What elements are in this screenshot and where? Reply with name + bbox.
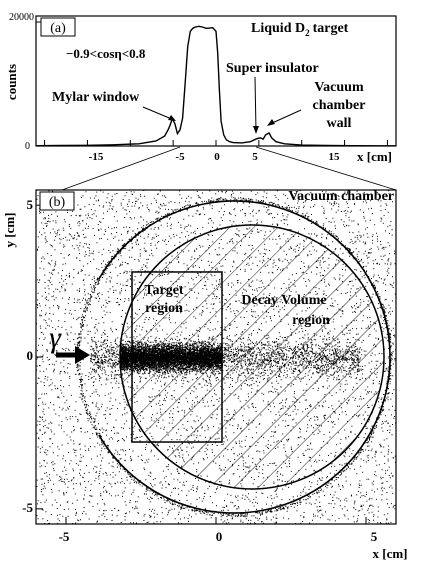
target-region-box (131, 271, 223, 443)
super-insulator-arrow (254, 76, 257, 132)
vacuum-wall-arrow (269, 109, 302, 125)
panel-a: 20000 0 counts (a) −0.9<cosη<0.8 Liquid … (4, 12, 397, 164)
mylar-arrow (142, 106, 175, 121)
panel-b-ytick-0: 0 (27, 348, 34, 363)
super-insulator-label: Super insulator (226, 61, 319, 76)
panel-a-ytick-0: 0 (25, 141, 30, 152)
panel-a-label-box (40, 17, 76, 37)
panel-a-xlabel: x [cm] (357, 149, 392, 164)
panel-a-xtick-neg5: -5 (175, 151, 185, 163)
vacuum-chamber-circle (98, 200, 391, 514)
panel-b-xtick-0: 0 (216, 529, 223, 544)
vacuum-wall-line2: chamber (313, 98, 366, 113)
decay-volume-line1: Decay Volume (241, 293, 326, 308)
vacuum-wall-line1: Vacuum (314, 80, 364, 95)
liquid-d2-label: Liquid D2 target (251, 21, 349, 38)
panel-a-xtick-neg15: -15 (89, 151, 104, 163)
super-insulator-arrowhead (253, 126, 259, 134)
vacuum-chamber-label: Vacuum chamber (288, 189, 394, 204)
panel-a-xtick-0: 0 (214, 151, 220, 163)
panel-a-ylabel: counts (4, 64, 19, 100)
panel-b-ytick-5: 5 (27, 197, 34, 212)
panel-b-label-box (39, 191, 75, 211)
zoom-connector-left (61, 146, 181, 191)
target-region-line1: Target (144, 283, 183, 298)
panel-b-ytick-neg5: -5 (22, 500, 33, 515)
target-region-line2: region (145, 301, 183, 316)
panel-b-label: (b) (49, 195, 66, 210)
zoom-connector-right (255, 146, 397, 191)
panel-b-xlabel: x [cm] (372, 546, 407, 561)
panel-a-count-curve (35, 25, 396, 147)
vacuum-wall-line3: wall (327, 116, 352, 131)
panel-a-ytick-20000: 20000 (9, 12, 34, 23)
gamma-symbol: γ (49, 321, 62, 354)
mylar-arrowhead (168, 115, 176, 121)
panel-a-xtick-5: 5 (252, 151, 258, 163)
decay-volume-line2: region (292, 313, 330, 328)
cut-text: −0.9<cosη<0.8 (66, 46, 146, 61)
beam-arrowhead (75, 346, 90, 364)
mylar-window-label: Mylar window (52, 90, 140, 105)
panel-b-xtick-5: 5 (371, 529, 378, 544)
panel-a-xtick-15: 15 (329, 151, 341, 163)
panel-b-xtick-neg5: -5 (59, 529, 70, 544)
vacuum-wall-arrowhead (267, 119, 275, 126)
panel-b-ylabel: y [cm] (2, 212, 17, 247)
panel-b: (b) Vacuum chamber Target region Decay V… (2, 189, 408, 561)
panel-a-label: (a) (50, 21, 66, 36)
decay-volume-circle (119, 224, 385, 490)
